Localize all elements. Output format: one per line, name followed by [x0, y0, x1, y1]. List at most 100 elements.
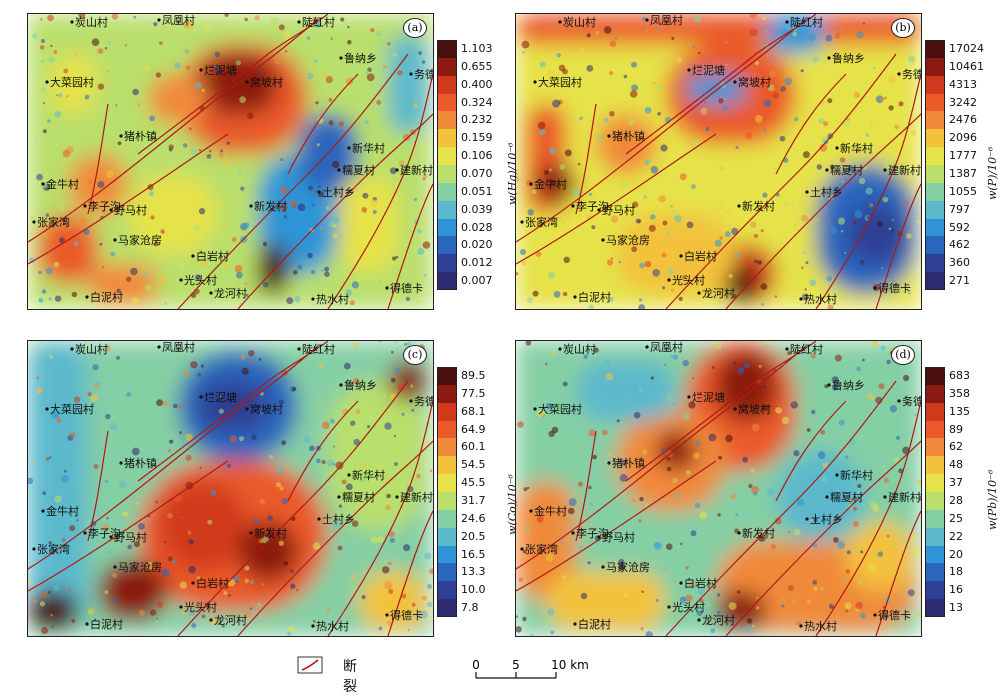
- speckle: [124, 44, 128, 47]
- speckle: [862, 164, 868, 170]
- speckle: [631, 61, 637, 68]
- speckle: [420, 610, 428, 619]
- place-label: 猪朴镇: [612, 129, 645, 143]
- speckle: [666, 543, 673, 550]
- speckle: [773, 442, 776, 445]
- speckle: [333, 224, 336, 228]
- speckle: [417, 247, 425, 256]
- legend-swatch: [437, 165, 457, 183]
- speckle: [236, 271, 243, 279]
- speckle: [133, 541, 140, 548]
- speckle: [618, 261, 621, 264]
- speckle: [875, 95, 884, 104]
- place-label: 凤凰村: [650, 14, 683, 27]
- speckle: [140, 95, 146, 101]
- speckle: [597, 135, 604, 142]
- legend-swatch: [437, 384, 457, 403]
- speckle: [84, 519, 92, 526]
- speckle: [422, 143, 427, 149]
- speckle: [398, 160, 405, 166]
- place-label: 白泥村: [578, 290, 611, 304]
- speckle: [666, 466, 672, 472]
- speckle: [330, 418, 335, 424]
- speckle: [553, 290, 561, 298]
- speckle: [146, 561, 154, 570]
- speckle: [753, 233, 759, 239]
- speckle: [814, 463, 821, 470]
- speckle: [117, 141, 122, 146]
- speckle: [367, 425, 371, 429]
- speckle: [44, 171, 48, 175]
- speckle: [816, 164, 822, 170]
- speckle: [168, 449, 172, 453]
- place-label: 马家沧房: [606, 233, 650, 247]
- speckle: [568, 498, 577, 506]
- legend-swatch: [925, 182, 945, 201]
- place-dot: [157, 18, 161, 22]
- legend-value: 13: [949, 601, 963, 615]
- place-dot: [835, 146, 839, 150]
- speckle: [774, 517, 782, 525]
- place-dot: [601, 238, 605, 242]
- speckle: [116, 288, 121, 294]
- speckle: [279, 204, 288, 212]
- speckle: [331, 160, 340, 169]
- fault-line: [575, 430, 597, 542]
- speckle: [743, 362, 750, 369]
- speckle: [676, 57, 682, 63]
- legend-value: 31.7: [461, 494, 486, 507]
- speckle: [153, 22, 158, 27]
- speckle: [679, 173, 687, 181]
- speckle: [169, 439, 174, 444]
- speckle: [562, 68, 568, 75]
- speckle: [365, 70, 370, 75]
- fault-line: [28, 133, 229, 265]
- speckle: [549, 147, 557, 155]
- legend-value: 0.039: [461, 202, 493, 216]
- speckle: [580, 172, 583, 176]
- speckle: [239, 96, 247, 103]
- speckle: [719, 201, 722, 204]
- legend-value: 0.232: [461, 113, 493, 127]
- place-label: 得德卡: [878, 281, 911, 295]
- speckle: [67, 587, 71, 591]
- speckle: [427, 601, 433, 607]
- place-dot: [645, 18, 649, 22]
- scale-bar: 0 5 10 km: [470, 656, 590, 692]
- speckle: [578, 545, 582, 550]
- speckle: [227, 463, 231, 468]
- speckle: [278, 24, 285, 31]
- speckle: [429, 469, 433, 473]
- speckle: [748, 483, 753, 489]
- speckle: [686, 221, 694, 229]
- speckle: [840, 305, 843, 308]
- place-dot: [70, 347, 74, 351]
- speckle: [859, 260, 865, 265]
- speckle: [592, 454, 597, 460]
- speckle: [378, 341, 382, 343]
- speckle: [392, 52, 397, 58]
- speckle: [891, 218, 895, 221]
- speckle: [41, 60, 44, 63]
- speckle: [806, 428, 811, 432]
- fault-line: [28, 345, 319, 570]
- speckle: [383, 222, 389, 227]
- speckle: [911, 58, 916, 63]
- speckle: [159, 41, 163, 45]
- speckle: [761, 303, 764, 306]
- speckle: [84, 94, 90, 100]
- speckle: [762, 192, 768, 198]
- speckle: [754, 259, 758, 264]
- speckle: [38, 297, 44, 303]
- scale-bar-graphic: 0 5 10 km: [472, 658, 589, 679]
- speckle: [800, 69, 804, 73]
- speckle: [332, 233, 338, 239]
- concentration-patch: [616, 214, 736, 294]
- speckle: [87, 608, 95, 615]
- speckle: [104, 590, 109, 594]
- speckle: [244, 136, 247, 139]
- speckle: [44, 91, 49, 95]
- speckle: [237, 171, 242, 176]
- speckle: [104, 47, 108, 50]
